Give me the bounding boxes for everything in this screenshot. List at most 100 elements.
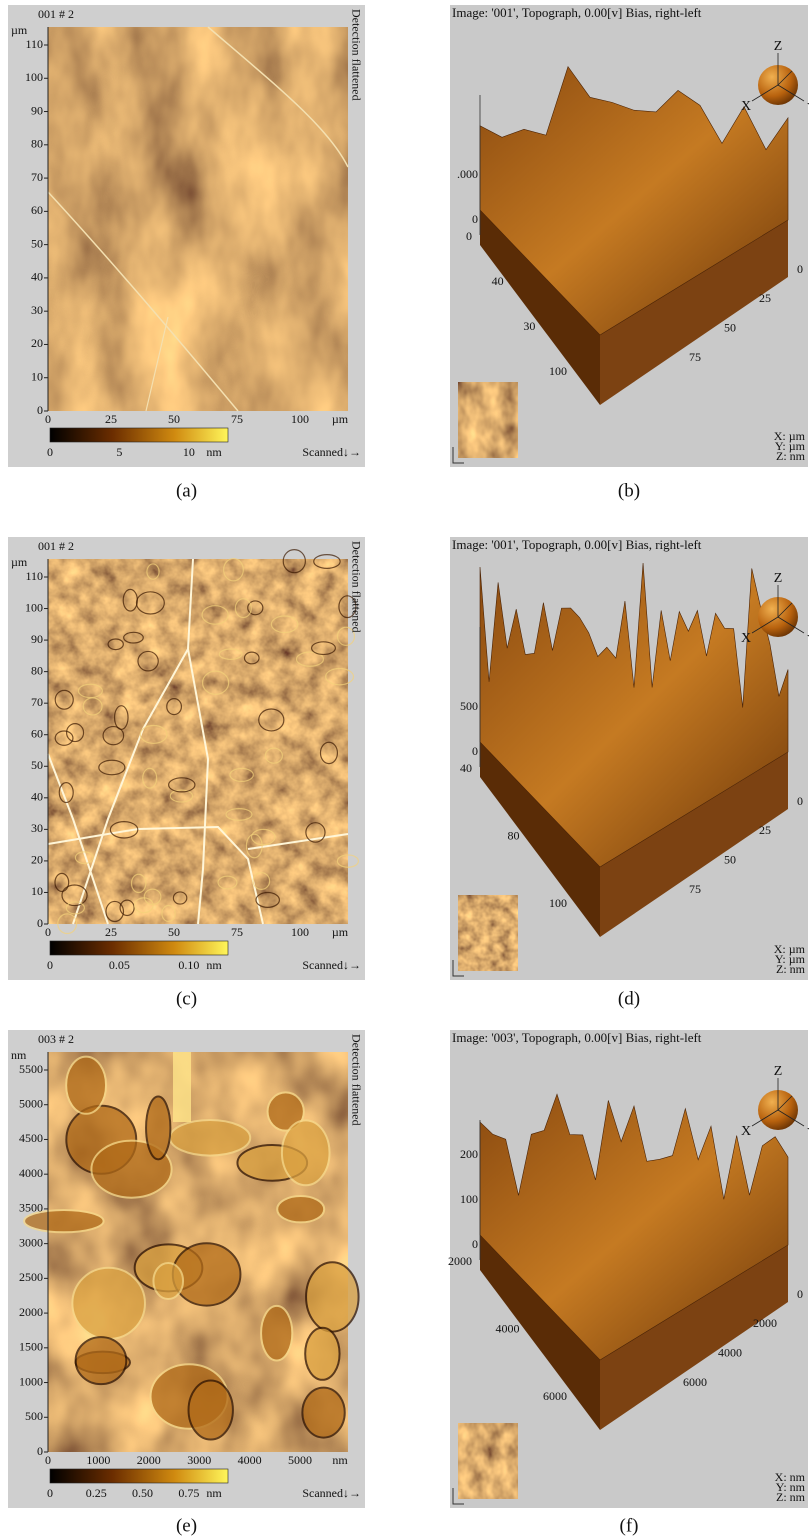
colorbar-tick-label: 0.25 [86, 1486, 107, 1500]
x-tick-label: 0 [466, 229, 472, 243]
x-tick-label: 6000 [543, 1389, 567, 1403]
panel-caption: (f) [620, 1515, 639, 1536]
panel-caption: (d) [618, 988, 640, 1009]
y-tick-label: 0 [37, 403, 43, 417]
panel-title: Image: '001', Topograph, 0.00[v] Bias, r… [452, 5, 702, 20]
colorbar-tick-label: 5 [116, 445, 122, 459]
page: {"panels": [ {"caption": "(a)", "header"… [0, 0, 809, 1539]
z-tick-label: 0 [472, 212, 478, 226]
z-tick-label: 0 [472, 1237, 478, 1251]
inset-image [458, 382, 518, 458]
y-tick-label: 10 [31, 884, 43, 898]
colorbar [50, 428, 228, 442]
afm-image [48, 559, 348, 924]
axis-letter: Z [774, 39, 783, 54]
axis-letter: Z [774, 571, 783, 586]
panel-caption: (a) [176, 480, 197, 501]
grain [261, 1306, 292, 1361]
x-tick-label: 3000 [187, 1453, 211, 1467]
y-tick-label: 100 [25, 600, 43, 614]
y-tick-label: 25 [759, 291, 771, 305]
x-tick-label: 30 [523, 319, 535, 333]
y-tick-label: 0 [37, 1444, 43, 1458]
y-tick-label: 3500 [19, 1201, 43, 1215]
x-unit: µm [332, 925, 349, 939]
x-unit: µm [332, 412, 349, 426]
y-tick-label: 10 [31, 369, 43, 383]
unit-label: Z: nm [776, 1490, 806, 1504]
y-unit: µm [11, 23, 28, 37]
y-tick-label: 0 [797, 262, 803, 276]
colorbar [50, 1469, 228, 1483]
y-tick-label: 80 [31, 663, 43, 677]
scan-label: Scanned↓→ [302, 958, 361, 972]
side-label: Detection flattened [349, 541, 363, 633]
panel-header: 001 # 2 [38, 539, 74, 553]
x-tick-label: 4000 [238, 1453, 262, 1467]
y-tick-label: 30 [31, 821, 43, 835]
scan-label: Scanned↓→ [302, 1486, 361, 1500]
x-tick-label: 75 [231, 412, 243, 426]
y-tick-label: 60 [31, 203, 43, 217]
z-tick-label: .000 [457, 167, 478, 181]
z-tick-label: 500 [460, 699, 478, 713]
colorbar-tick-label: 0.75 [178, 1486, 199, 1500]
y-tick-label: 20 [31, 853, 43, 867]
colorbar-unit: nm [206, 445, 222, 459]
x-tick-label: 4000 [496, 1321, 520, 1335]
x-tick-label: 50 [168, 925, 180, 939]
y-tick-label: 40 [31, 270, 43, 284]
colorbar-tick-label: 10 [183, 445, 195, 459]
z-tick-label: 100 [460, 1192, 478, 1206]
y-tick-label: 2000 [753, 1316, 777, 1330]
x-tick-label: 1000 [86, 1453, 110, 1467]
y-unit: nm [11, 1048, 27, 1062]
panel-caption: (c) [176, 988, 197, 1009]
x-tick-label: 0 [45, 412, 51, 426]
y-tick-label: 6000 [683, 1375, 707, 1389]
y-tick-label: 1000 [19, 1374, 43, 1388]
y-tick-label: 2500 [19, 1270, 43, 1284]
x-tick-label: 50 [168, 412, 180, 426]
axis-letter: X [741, 631, 751, 646]
y-tick-label: 0 [797, 1287, 803, 1301]
y-tick-label: 3000 [19, 1235, 43, 1249]
y-tick-label: 0 [797, 794, 803, 808]
panel-title: Image: '001', Topograph, 0.00[v] Bias, r… [452, 537, 702, 552]
y-tick-label: 1500 [19, 1340, 43, 1354]
grain [66, 1057, 106, 1114]
x-tick-label: 0 [45, 1453, 51, 1467]
colorbar [50, 941, 228, 955]
y-tick-label: 90 [31, 103, 43, 117]
y-tick-label: 25 [759, 823, 771, 837]
y-tick-label: 30 [31, 303, 43, 317]
y-tick-label: 70 [31, 695, 43, 709]
y-tick-label: 4500 [19, 1131, 43, 1145]
unit-label: Z: nm [776, 962, 806, 976]
axis-letter: X [741, 99, 751, 114]
y-tick-label: 0 [37, 916, 43, 930]
side-label: Detection flattened [349, 9, 363, 101]
x-tick-label: 40 [460, 761, 472, 775]
panel-caption: (b) [618, 480, 640, 501]
colorbar-unit: nm [206, 1486, 222, 1500]
inset-image [458, 895, 518, 971]
y-tick-label: 5500 [19, 1062, 43, 1076]
y-tick-label: 50 [724, 320, 736, 334]
scan-label: Scanned↓→ [302, 445, 361, 459]
y-tick-label: 500 [25, 1409, 43, 1423]
x-tick-label: 2000 [137, 1453, 161, 1467]
grain [72, 1268, 145, 1339]
grain [305, 1328, 339, 1380]
colorbar-tick-label: 0 [47, 958, 53, 972]
y-tick-label: 75 [689, 882, 701, 896]
panel-header: 003 # 2 [38, 1032, 74, 1046]
panel-caption: (e) [176, 1515, 197, 1536]
x-tick-label: 25 [105, 925, 117, 939]
colorbar-tick-label: 0 [47, 445, 53, 459]
x-tick-label: 2000 [448, 1254, 472, 1268]
y-tick-label: 75 [689, 350, 701, 364]
y-tick-label: 2000 [19, 1305, 43, 1319]
grain [170, 1120, 250, 1156]
afm-image [48, 27, 348, 411]
